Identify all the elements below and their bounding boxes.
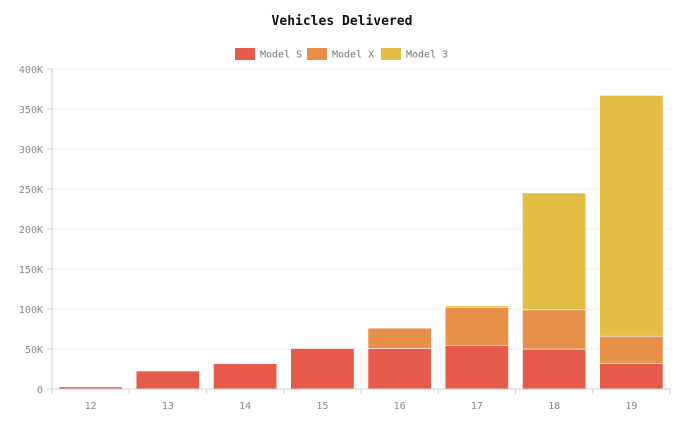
bar-model-s-19[interactable] <box>599 363 664 390</box>
legend-label: Model S <box>260 50 302 61</box>
bar-model-x-17[interactable] <box>444 306 509 346</box>
chart-title: Vehicles Delivered <box>272 14 413 29</box>
bar-model-3-19[interactable] <box>599 95 664 337</box>
y-tick-label: 200K <box>19 225 43 236</box>
x-tick-label: 18 <box>548 401 560 412</box>
legend: Model S Model X Model 3 <box>235 48 448 61</box>
legend-label: Model X <box>332 50 374 61</box>
bar-model-s-14[interactable] <box>213 363 278 390</box>
x-tick-label: 16 <box>394 401 406 412</box>
y-tick-label: 100K <box>19 305 43 316</box>
x-axis: 12 13 14 15 16 17 18 19 <box>51 388 671 412</box>
y-axis: 0 50K 100K 150K 200K 250K 300K 350K 400K <box>19 65 53 396</box>
bar-model-s-15[interactable] <box>290 348 355 390</box>
y-tick-label: 250K <box>19 185 43 196</box>
y-tick-label: 400K <box>19 65 43 76</box>
legend-swatch[interactable] <box>307 48 327 60</box>
legend-swatch[interactable] <box>381 48 401 60</box>
bars <box>58 95 664 390</box>
y-tick-label: 50K <box>25 345 43 356</box>
x-tick-label: 17 <box>471 401 483 412</box>
x-tick-label: 12 <box>85 401 97 412</box>
y-tick-label: 350K <box>19 105 43 116</box>
legend-label: Model 3 <box>406 50 448 61</box>
bar-model-x-16[interactable] <box>367 327 432 349</box>
x-tick-label: 15 <box>316 401 328 412</box>
y-tick-label: 0 <box>37 385 43 396</box>
bar-model-s-13[interactable] <box>135 370 200 390</box>
bar-model-s-17[interactable] <box>444 344 509 390</box>
legend-swatch[interactable] <box>235 48 255 60</box>
bar-model-x-19[interactable] <box>599 335 664 364</box>
x-tick-label: 13 <box>162 401 174 412</box>
y-tick-label: 300K <box>19 145 43 156</box>
grid <box>52 68 670 350</box>
bar-model-3-17[interactable] <box>444 305 509 308</box>
x-tick-label: 19 <box>625 401 637 412</box>
bar-model-s-16[interactable] <box>367 348 432 390</box>
y-tick-label: 150K <box>19 265 43 276</box>
bar-model-s-18[interactable] <box>522 348 587 390</box>
x-tick-label: 14 <box>239 401 251 412</box>
bar-model-3-18[interactable] <box>522 192 587 311</box>
bar-model-x-18[interactable] <box>522 309 587 350</box>
